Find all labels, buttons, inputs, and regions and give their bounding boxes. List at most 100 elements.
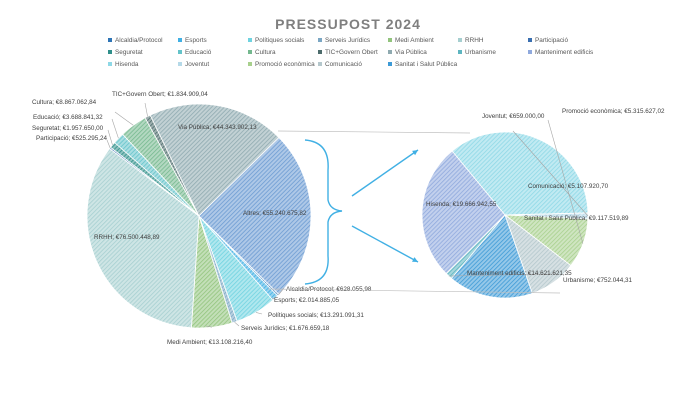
legend-label: RRHH — [465, 37, 484, 44]
legend-label: Esports — [185, 37, 207, 44]
legend-swatch — [108, 50, 112, 55]
sec-slice — [421, 150, 506, 275]
legend-label: Joventut — [185, 61, 210, 68]
leader-line — [547, 119, 584, 244]
legend-item: Comunicació — [318, 61, 362, 68]
legend-swatch — [248, 62, 252, 67]
leader-line — [205, 325, 213, 328]
legend-item: Medi Ambient — [388, 37, 434, 44]
data-label: Cultura; €8.867.062,84 — [32, 99, 97, 106]
legend-label: Participació — [535, 37, 569, 44]
legend-label: Via Pública — [395, 49, 427, 56]
data-label: Urbanisme; €752.044,31 — [563, 277, 632, 284]
legend-swatch — [108, 62, 112, 67]
leader-line — [512, 130, 589, 217]
legend-label: Seguretat — [115, 49, 143, 56]
legend-swatch — [108, 38, 112, 43]
leader-line — [111, 118, 119, 139]
legend-swatch — [528, 50, 532, 55]
data-label: Participació; €525.295,24 — [36, 135, 108, 142]
data-label: Esports; €2.014.885,05 — [274, 297, 340, 304]
legend-swatch — [248, 50, 252, 55]
legend-item: Cultura — [248, 49, 276, 56]
leader-line — [234, 321, 240, 327]
legend-item: Participació — [528, 37, 568, 44]
leader-line — [448, 273, 556, 277]
leader-line — [271, 297, 276, 300]
data-label: Polítiques socials; €13.291.091,31 — [268, 312, 364, 319]
data-label: Medi Ambient; €13.108.216,40 — [167, 339, 253, 346]
legend-item: Sanitat i Salut Pública — [388, 61, 457, 68]
legend-swatch — [458, 50, 462, 55]
legend-label: Promoció econòmica — [255, 61, 315, 68]
main-slice — [198, 136, 312, 296]
arrow-down-head — [412, 257, 418, 262]
legend-swatch — [318, 62, 322, 67]
legend-label: Cultura — [255, 49, 276, 56]
legend-label: TIC+Govern Obert — [325, 49, 378, 56]
data-label: Hisenda; €19.666.942,55 — [426, 201, 497, 208]
chart-title: PRESSUPOST 2024 — [275, 16, 421, 32]
connector-line-bottom — [267, 288, 561, 294]
arrow-down — [351, 225, 419, 263]
legend-swatch — [318, 38, 322, 43]
legend-label: Medi Ambient — [395, 37, 434, 44]
legend-item: Promoció econòmica — [248, 61, 315, 68]
legend-swatch — [388, 62, 392, 67]
sec-slice — [450, 214, 533, 299]
legend-item: Manteniment edificis — [528, 49, 593, 56]
legend-swatch — [178, 50, 182, 55]
legend-item: Hisenda — [108, 61, 138, 68]
legend-swatch — [178, 38, 182, 43]
leader-line — [255, 312, 263, 315]
legend-item: Esports — [178, 37, 207, 44]
legend-label: Educació — [185, 49, 212, 56]
legend-item: Seguretat — [108, 49, 143, 56]
data-label: Serveis Jurídics; €1.676.659,18 — [241, 325, 330, 332]
legend-item: Polítiques socials — [248, 37, 304, 44]
legend-swatch — [248, 38, 252, 43]
legend-swatch — [528, 38, 532, 43]
legend-item: Joventut — [178, 61, 209, 68]
legend-label: Urbanisme — [465, 49, 496, 56]
legend-swatch — [388, 50, 392, 55]
legend-label: Manteniment edificis — [535, 49, 594, 56]
legend-label: Serveis Jurídics — [325, 37, 371, 44]
data-label: Sanitat i Salut Pública; €9.117.519,89 — [524, 215, 629, 222]
data-label: Manteniment edificis; €14.621.621,35 — [467, 270, 572, 277]
data-label: Via Pública; €44.343.902,13 — [178, 124, 257, 131]
data-label: Joventut; €659.000,00 — [482, 113, 545, 120]
legend-swatch — [178, 62, 182, 67]
data-label: Seguretat; €1.957.650,00 — [32, 125, 104, 132]
legend-label: Sanitat i Salut Pública — [395, 61, 458, 68]
main-slice — [86, 148, 200, 329]
legend-swatch — [458, 38, 462, 43]
brace — [304, 139, 343, 285]
data-label: Comunicació; €5.107.920,70 — [528, 183, 609, 190]
arrow-up-head — [412, 150, 418, 156]
data-label: Altres; €55.240.675,82 — [243, 210, 307, 217]
sec-slice — [451, 131, 589, 216]
data-label: TIC+Govern Obert; €1.834.909,04 — [112, 91, 208, 98]
leader-line — [107, 129, 113, 145]
data-label: Educació; €3.688.841,32 — [33, 114, 103, 121]
legend-item: Via Pública — [388, 49, 427, 56]
legend-label: Alcaldia/Protocol — [115, 37, 163, 44]
legend-label: Hisenda — [115, 61, 139, 68]
legend-item: Alcaldia/Protocol — [108, 37, 163, 44]
data-label: RRHH; €76.500.448,89 — [94, 234, 160, 241]
legend-label: Comunicació — [325, 61, 362, 68]
leader-line — [114, 111, 134, 126]
legend-swatch — [388, 38, 392, 43]
data-label: Promoció econòmica; €5.315.627,02 — [562, 108, 665, 115]
leader-line — [106, 139, 111, 149]
legend-label: Polítiques socials — [255, 37, 305, 44]
legend-item: TIC+Govern Obert — [318, 49, 378, 56]
main-slice — [149, 103, 280, 217]
legend-item: Serveis Jurídics — [318, 37, 370, 44]
leader-line — [144, 102, 148, 117]
legend-item: Urbanisme — [458, 49, 496, 56]
legend-item: Educació — [178, 49, 211, 56]
connector-line-top — [277, 130, 471, 134]
